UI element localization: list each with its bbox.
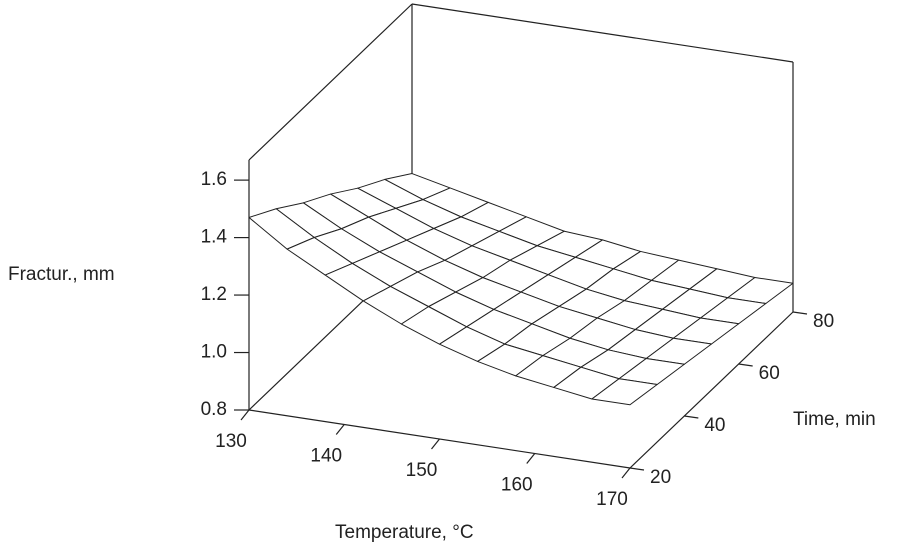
x-tick — [431, 438, 440, 450]
x-tick-label: 170 — [596, 489, 628, 510]
y-axis-label: Time, min — [793, 409, 876, 430]
frame-edge — [629, 311, 794, 469]
y-tick — [684, 415, 699, 419]
z-tick-label: 1.0 — [201, 342, 227, 363]
frame-edge — [411, 3, 794, 63]
z-axis-label: Fractur., mm — [8, 264, 115, 285]
x-tick — [621, 467, 631, 479]
y-tick — [629, 467, 645, 471]
y-tick-label: 80 — [813, 311, 834, 332]
y-tick — [738, 363, 753, 367]
frame-edge — [248, 3, 413, 161]
y-tick-label: 20 — [650, 467, 671, 488]
y-tick-label: 40 — [704, 415, 725, 436]
z-tick-label: 1.4 — [201, 227, 228, 248]
x-tick-label: 150 — [406, 460, 438, 481]
z-tick-label: 0.8 — [201, 399, 227, 420]
x-tick — [526, 453, 536, 464]
x-tick — [335, 424, 345, 435]
x-axis-label: Temperature, °C — [335, 522, 474, 543]
surface-cell — [591, 378, 658, 406]
y-tick — [792, 311, 808, 315]
z-tick-label: 1.2 — [201, 284, 227, 305]
x-tick-label: 140 — [310, 446, 342, 467]
x-tick-label: 130 — [215, 431, 247, 452]
y-tick-label: 60 — [759, 363, 780, 384]
z-tick-label: 1.6 — [201, 169, 227, 190]
x-tick — [240, 409, 250, 421]
x-tick-label: 160 — [501, 475, 533, 496]
